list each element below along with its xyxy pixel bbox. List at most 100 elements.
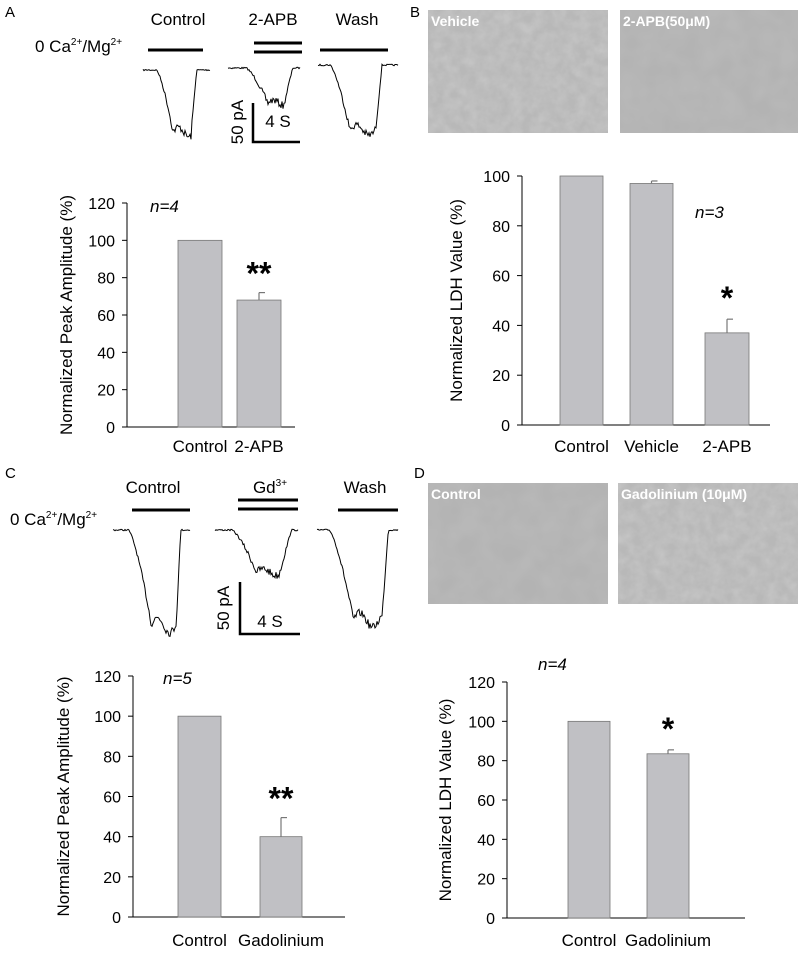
scale-time: 4 S xyxy=(265,112,291,131)
y-tick-label: 80 xyxy=(477,754,495,771)
bar xyxy=(704,332,750,426)
ion-label-part: /Mg xyxy=(57,510,85,529)
current-trace xyxy=(227,66,301,109)
micrograph-texture xyxy=(620,10,798,133)
ion-label-part: 0 Ca xyxy=(10,510,46,529)
bar xyxy=(177,715,222,918)
condition-label-part: Wash xyxy=(336,10,379,29)
micrograph-texture xyxy=(428,10,608,133)
error-bar xyxy=(726,318,733,333)
y-axis-title: Normalized LDH Value (%) xyxy=(447,199,466,402)
micrograph-label: 2-APB(50μM) xyxy=(623,13,710,29)
ion-label: 0 Ca2+/Mg2+ xyxy=(10,510,97,529)
n-label: n=4 xyxy=(538,655,567,674)
micrograph-texture xyxy=(618,483,798,604)
x-tick-label: Control xyxy=(172,931,227,950)
y-tick-label: 20 xyxy=(477,872,495,889)
y-tick-label: 100 xyxy=(468,714,495,731)
y-tick-label: 0 xyxy=(501,418,510,435)
y-tick-label: 120 xyxy=(94,669,121,686)
x-tick-label: 2-APB xyxy=(234,437,283,456)
x-tick-label: Control xyxy=(173,437,228,456)
ion-label: 0 Ca2+/Mg2+ xyxy=(35,37,122,56)
y-tick-label: 40 xyxy=(477,832,495,849)
y-tick-label: 0 xyxy=(112,910,121,927)
error-bar xyxy=(280,816,287,837)
bar xyxy=(177,239,223,428)
scale-bar xyxy=(251,103,300,144)
current-trace xyxy=(112,528,191,638)
ion-label-part: 2+ xyxy=(111,37,123,48)
error-bar xyxy=(667,749,674,754)
current-trace xyxy=(317,63,399,137)
y-tick-label: 20 xyxy=(97,383,115,400)
current-trace xyxy=(316,528,399,629)
y-tick-label: 100 xyxy=(88,233,115,250)
panel-label: C xyxy=(5,465,16,482)
condition-label-part: 3+ xyxy=(276,478,288,489)
scale-current: 50 pA xyxy=(228,99,247,144)
micrograph-label: Gadolinium (10μM) xyxy=(621,486,747,502)
error-bar xyxy=(258,292,265,301)
y-tick-label: 40 xyxy=(492,318,510,335)
ion-label-part: 2+ xyxy=(71,37,83,48)
condition-label: Wash xyxy=(344,478,387,497)
y-tick-label: 60 xyxy=(477,793,495,810)
condition-label-part: Control xyxy=(126,478,181,497)
y-tick-label: 60 xyxy=(492,269,510,286)
condition-label-part: Gd xyxy=(253,478,276,497)
x-tick-label: 2-APB xyxy=(702,437,751,456)
condition-label: Wash xyxy=(336,10,379,29)
current-trace xyxy=(214,528,299,580)
y-tick-label: 20 xyxy=(103,870,121,887)
y-axis-title: Normalized LDH Value (%) xyxy=(436,699,455,902)
condition-label-part: 2-APB xyxy=(248,10,297,29)
scale-current: 50 pA xyxy=(214,585,233,630)
significance: * xyxy=(662,711,675,747)
bar xyxy=(259,836,303,918)
ion-label-part: 2+ xyxy=(86,510,98,521)
ion-label-part: 0 Ca xyxy=(35,37,71,56)
ion-label-part: /Mg xyxy=(82,37,110,56)
n-label: n=5 xyxy=(163,669,192,688)
y-tick-label: 40 xyxy=(103,830,121,847)
y-tick-label: 60 xyxy=(103,790,121,807)
condition-label: Control xyxy=(151,10,206,29)
y-tick-label: 120 xyxy=(468,675,495,692)
bar xyxy=(629,183,674,426)
y-tick-label: 20 xyxy=(492,368,510,385)
y-tick-label: 80 xyxy=(97,271,115,288)
x-tick-label: Vehicle xyxy=(624,437,679,456)
bar xyxy=(567,720,611,919)
y-tick-label: 80 xyxy=(103,749,121,766)
bar xyxy=(559,175,604,426)
panel-label: D xyxy=(414,465,425,482)
bar xyxy=(646,753,690,919)
error-bar xyxy=(650,180,658,184)
ion-label-part: 2+ xyxy=(46,510,58,521)
significance: ** xyxy=(269,781,294,817)
n-label: n=4 xyxy=(150,197,179,216)
y-axis-title: Normalized Peak Amplitude (%) xyxy=(54,677,73,917)
scale-bar xyxy=(238,582,300,636)
panel-label: A xyxy=(5,4,15,21)
micrograph-label: Control xyxy=(431,486,481,502)
y-tick-label: 0 xyxy=(106,420,115,437)
x-tick-label: Control xyxy=(562,931,617,950)
y-tick-label: 40 xyxy=(97,345,115,362)
bar xyxy=(236,299,282,428)
y-tick-label: 100 xyxy=(94,709,121,726)
y-tick-label: 100 xyxy=(483,169,510,186)
significance: * xyxy=(721,280,734,316)
x-tick-label: Gadolinium xyxy=(238,931,324,950)
condition-label: 2-APB xyxy=(248,10,297,29)
y-tick-label: 80 xyxy=(492,219,510,236)
y-axis-title: Normalized Peak Amplitude (%) xyxy=(57,195,76,435)
current-trace xyxy=(142,68,211,140)
condition-label: Gd3+ xyxy=(253,478,287,497)
scale-time: 4 S xyxy=(257,612,283,631)
micrograph-texture xyxy=(428,483,608,604)
y-tick-label: 60 xyxy=(97,308,115,325)
y-tick-label: 0 xyxy=(486,911,495,928)
